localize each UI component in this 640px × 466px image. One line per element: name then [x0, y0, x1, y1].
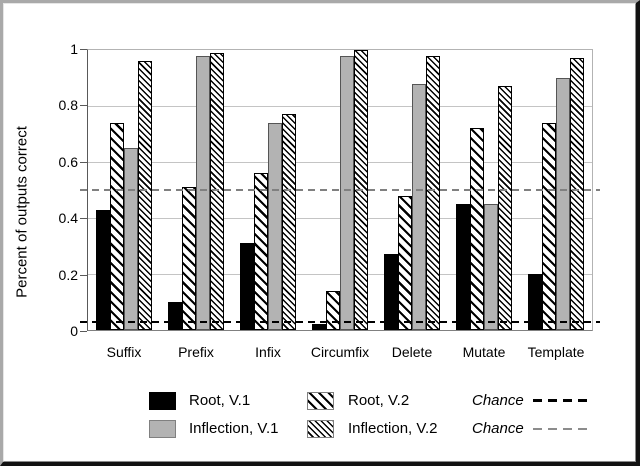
bar-infix-inflection-v-1 — [268, 123, 282, 330]
legend-swatch-root-v1 — [149, 392, 176, 410]
bar-suffix-root-v-2 — [110, 123, 124, 330]
legend-label-inflection-v1: Inflection, V.1 — [189, 420, 279, 437]
bar-template-root-v-2 — [542, 123, 556, 330]
bar-infix-root-v-2 — [254, 173, 268, 330]
x-axis-label-prefix: Prefix — [178, 344, 214, 360]
legend-label-root-v2: Root, V.2 — [348, 392, 410, 409]
y-axis-tick-mark — [80, 331, 87, 332]
bar-mutate-inflection-v-1 — [484, 204, 498, 330]
bar-delete-root-v-2 — [398, 196, 412, 330]
chance-line-gray — [80, 189, 600, 191]
plot-area — [80, 49, 600, 331]
bar-prefix-root-v-2 — [182, 187, 196, 330]
legend-label-chance-gray: Chance — [472, 420, 524, 437]
y-axis-tick-mark — [80, 105, 87, 106]
bar-mutate-inflection-v-2 — [498, 86, 512, 330]
bar-infix-root-v-1 — [240, 243, 254, 330]
legend-swatch-root-v2 — [307, 392, 334, 410]
y-axis-tick-mark — [80, 49, 87, 50]
bar-mutate-root-v-2 — [470, 128, 484, 330]
y-axis-tick-label: 0.4 — [58, 210, 78, 226]
x-axis-label-template: Template — [527, 344, 585, 360]
chance-dash-black-icon — [533, 399, 587, 402]
x-axis-label-delete: Delete — [391, 344, 433, 360]
bar-template-inflection-v-2 — [570, 58, 584, 330]
bar-suffix-root-v-1 — [96, 210, 110, 330]
bar-delete-inflection-v-1 — [412, 84, 426, 330]
legend-label-root-v1: Root, V.1 — [189, 392, 251, 409]
window-frame-inner — [3, 3, 636, 462]
y-axis-tick-mark — [80, 218, 87, 219]
bar-circumfix-root-v-1 — [312, 324, 326, 330]
x-axis-label-mutate: Mutate — [462, 344, 506, 360]
chance-line-black — [80, 321, 600, 323]
legend-swatch-inflection-v2 — [307, 420, 334, 438]
legend-label-inflection-v2: Inflection, V.2 — [348, 420, 438, 437]
legend-swatch-inflection-v1 — [149, 420, 176, 438]
y-axis-tick-mark — [80, 162, 87, 163]
bar-template-inflection-v-1 — [556, 78, 570, 330]
y-axis-tick-label: 0.2 — [58, 267, 78, 283]
bar-infix-inflection-v-2 — [282, 114, 296, 330]
bar-delete-inflection-v-2 — [426, 56, 440, 330]
y-axis-tick-mark — [80, 275, 87, 276]
bar-circumfix-inflection-v-1 — [340, 56, 354, 330]
x-axis-label-circumfix: Circumfix — [310, 344, 370, 360]
bar-template-root-v-1 — [528, 274, 542, 330]
bar-circumfix-root-v-2 — [326, 291, 340, 330]
bar-suffix-inflection-v-2 — [138, 61, 152, 330]
bar-prefix-inflection-v-2 — [210, 53, 224, 330]
y-axis-title: Percent of outputs correct — [13, 126, 31, 298]
y-axis-tick-label: 1 — [70, 41, 78, 57]
y-axis-tick-label: 0 — [70, 323, 78, 339]
legend-label-chance-black: Chance — [472, 392, 524, 409]
chance-dash-gray-icon — [533, 428, 587, 430]
bar-delete-root-v-1 — [384, 254, 398, 330]
x-axis-label-infix: Infix — [255, 344, 281, 360]
bar-prefix-inflection-v-1 — [196, 56, 210, 330]
y-axis-tick-label: 0.8 — [58, 97, 78, 113]
bar-mutate-root-v-1 — [456, 204, 470, 330]
x-axis-label-suffix: Suffix — [106, 344, 142, 360]
bar-suffix-inflection-v-1 — [124, 148, 138, 330]
bar-prefix-root-v-1 — [168, 302, 182, 330]
y-axis-tick-label: 0.6 — [58, 154, 78, 170]
